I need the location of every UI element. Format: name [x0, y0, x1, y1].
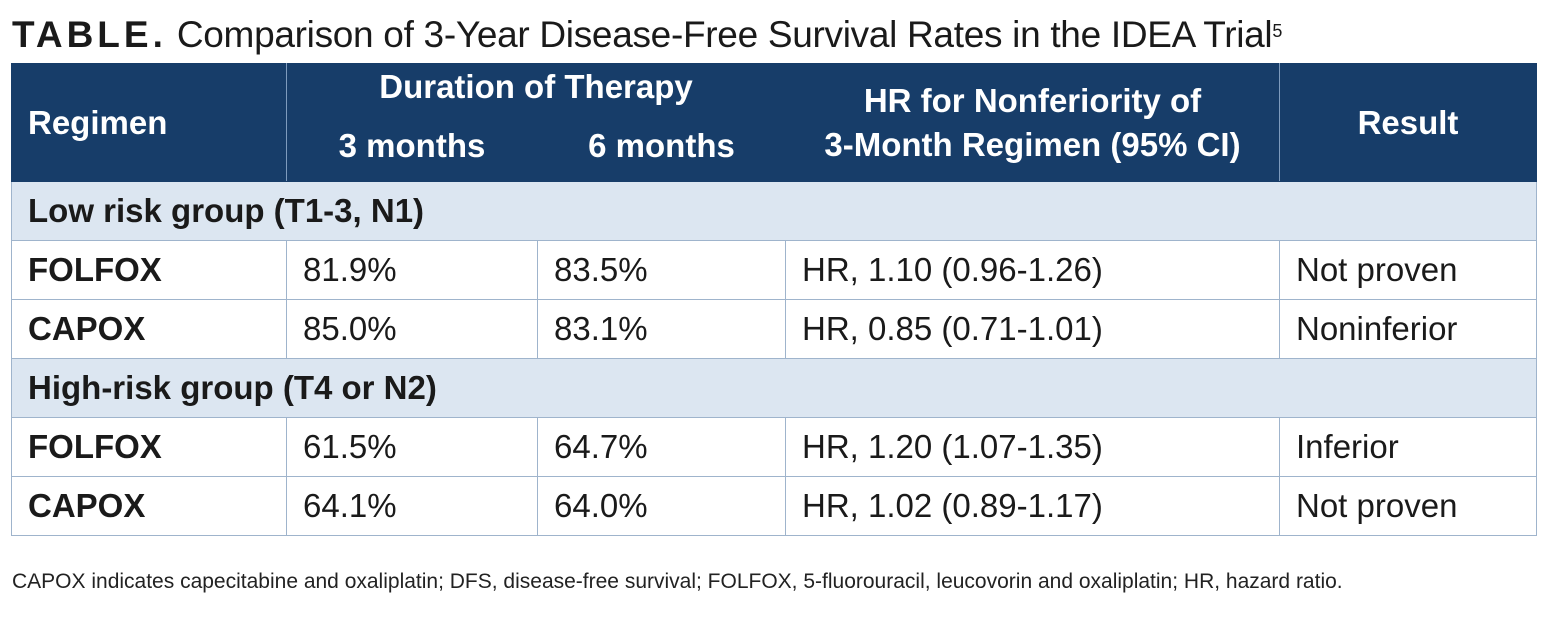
cell-regimen: FOLFOX: [11, 240, 287, 300]
group-row-low-risk: Low risk group (T1-3, N1): [11, 181, 1537, 241]
header-regimen: Regimen: [11, 63, 287, 182]
cell-3-months: 61.5%: [286, 417, 538, 477]
header-hr: HR for Nonferiority of 3-Month Regimen (…: [785, 63, 1280, 182]
table-row: CAPOX 64.1% 64.0% HR, 1.02 (0.89-1.17) N…: [11, 476, 1537, 536]
header-6-months: 6 months: [537, 116, 786, 182]
cell-hr: HR, 0.85 (0.71-1.01): [785, 299, 1280, 359]
table-label: TABLE.: [12, 14, 167, 55]
cell-6-months: 64.0%: [537, 476, 786, 536]
table-footnote: CAPOX indicates capecitabine and oxalipl…: [12, 570, 1343, 593]
cell-regimen: CAPOX: [11, 299, 287, 359]
table-title: TABLE. Comparison of 3-Year Disease-Free …: [12, 12, 1282, 62]
header-result: Result: [1279, 63, 1537, 182]
table-row: CAPOX 85.0% 83.1% HR, 0.85 (0.71-1.01) N…: [11, 299, 1537, 359]
header-hr-line1: HR for Nonferiority of: [863, 81, 1202, 119]
cell-regimen: FOLFOX: [11, 417, 287, 477]
cell-3-months: 64.1%: [286, 476, 538, 536]
cell-hr: HR, 1.20 (1.07-1.35): [785, 417, 1280, 477]
cell-hr: HR, 1.02 (0.89-1.17): [785, 476, 1280, 536]
cell-regimen: CAPOX: [11, 476, 287, 536]
group-row-high-risk: High-risk group (T4 or N2): [11, 358, 1537, 418]
cell-3-months: 81.9%: [286, 240, 538, 300]
header-hr-line2: 3-Month Regimen (95% CI): [824, 125, 1241, 163]
group-label: Low risk group (T1-3, N1): [11, 181, 1537, 241]
header-3-months: 3 months: [286, 116, 538, 182]
reference-superscript: 5: [1272, 21, 1283, 41]
cell-hr: HR, 1.10 (0.96-1.26): [785, 240, 1280, 300]
cell-result: Inferior: [1279, 417, 1537, 477]
header-row-1: Regimen Duration of Therapy HR for Nonfe…: [11, 63, 1537, 182]
table-row: FOLFOX 81.9% 83.5% HR, 1.10 (0.96-1.26) …: [11, 240, 1537, 300]
cell-result: Noninferior: [1279, 299, 1537, 359]
dfs-comparison-table: Regimen Duration of Therapy HR for Nonfe…: [11, 63, 1537, 536]
cell-6-months: 83.1%: [537, 299, 786, 359]
header-duration-of-therapy: Duration of Therapy: [286, 63, 786, 117]
cell-result: Not proven: [1279, 240, 1537, 300]
group-label: High-risk group (T4 or N2): [11, 358, 1537, 418]
cell-6-months: 83.5%: [537, 240, 786, 300]
cell-6-months: 64.7%: [537, 417, 786, 477]
cell-3-months: 85.0%: [286, 299, 538, 359]
table-row: FOLFOX 61.5% 64.7% HR, 1.20 (1.07-1.35) …: [11, 417, 1537, 477]
table-caption: Comparison of 3-Year Disease-Free Surviv…: [176, 14, 1273, 55]
cell-result: Not proven: [1279, 476, 1537, 536]
